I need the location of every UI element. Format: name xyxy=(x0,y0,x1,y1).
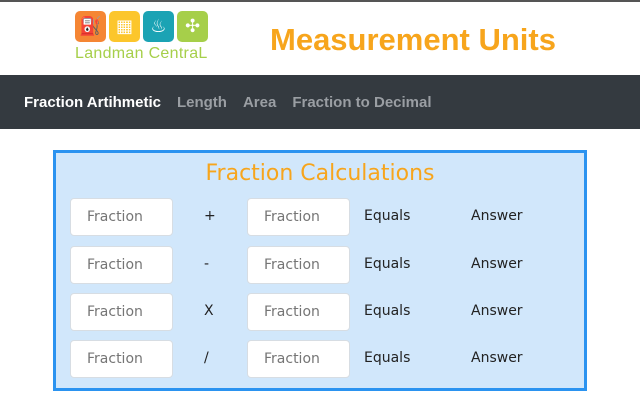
page-title: Measurement Units xyxy=(270,22,556,57)
answer-output: Answer xyxy=(471,208,523,224)
solar-panel-icon: ▦ xyxy=(109,11,140,42)
fraction-input-2[interactable] xyxy=(247,198,350,236)
equals-label: Equals xyxy=(364,208,411,224)
fraction-input-1[interactable] xyxy=(70,340,173,378)
flame-icon: ♨ xyxy=(143,11,174,42)
fraction-input-2[interactable] xyxy=(247,293,350,331)
equals-label: Equals xyxy=(364,350,411,366)
calc-row: X Equals Answer xyxy=(56,293,584,331)
operator: / xyxy=(204,350,209,366)
logo-text: Landman CentraL xyxy=(75,45,208,62)
wind-turbine-icon: ✣ xyxy=(177,11,208,42)
operator: - xyxy=(204,256,210,272)
fraction-input-1[interactable] xyxy=(70,293,173,331)
fraction-input-1[interactable] xyxy=(70,246,173,284)
fraction-input-1[interactable] xyxy=(70,198,173,236)
equals-label: Equals xyxy=(364,256,411,272)
operator: + xyxy=(204,208,216,224)
answer-output: Answer xyxy=(471,256,523,272)
fraction-input-2[interactable] xyxy=(247,246,350,284)
answer-output: Answer xyxy=(471,350,523,366)
card-title: Fraction Calculations xyxy=(205,161,435,186)
top-border xyxy=(0,0,640,2)
logo[interactable]: ⛽ ▦ ♨ ✣ Landman CentraL xyxy=(75,11,210,63)
nav-length[interactable]: Length xyxy=(176,93,227,111)
nav-fraction-arithmetic[interactable]: Fraction Artihmetic xyxy=(24,93,161,111)
navbar: Fraction Artihmetic Length Area Fraction… xyxy=(0,75,640,129)
nav-area[interactable]: Area xyxy=(242,93,277,111)
fraction-input-2[interactable] xyxy=(247,340,350,378)
fraction-calculator-card: Fraction Calculations + Equals Answer - … xyxy=(53,150,587,391)
operator: X xyxy=(204,303,214,319)
nav-fraction-to-decimal[interactable]: Fraction to Decimal xyxy=(292,93,432,111)
equals-label: Equals xyxy=(364,303,411,319)
calc-row: / Equals Answer xyxy=(56,340,584,378)
calc-row: - Equals Answer xyxy=(56,246,584,284)
oil-pump-icon: ⛽ xyxy=(75,11,106,42)
calc-row: + Equals Answer xyxy=(56,198,584,236)
answer-output: Answer xyxy=(471,303,523,319)
